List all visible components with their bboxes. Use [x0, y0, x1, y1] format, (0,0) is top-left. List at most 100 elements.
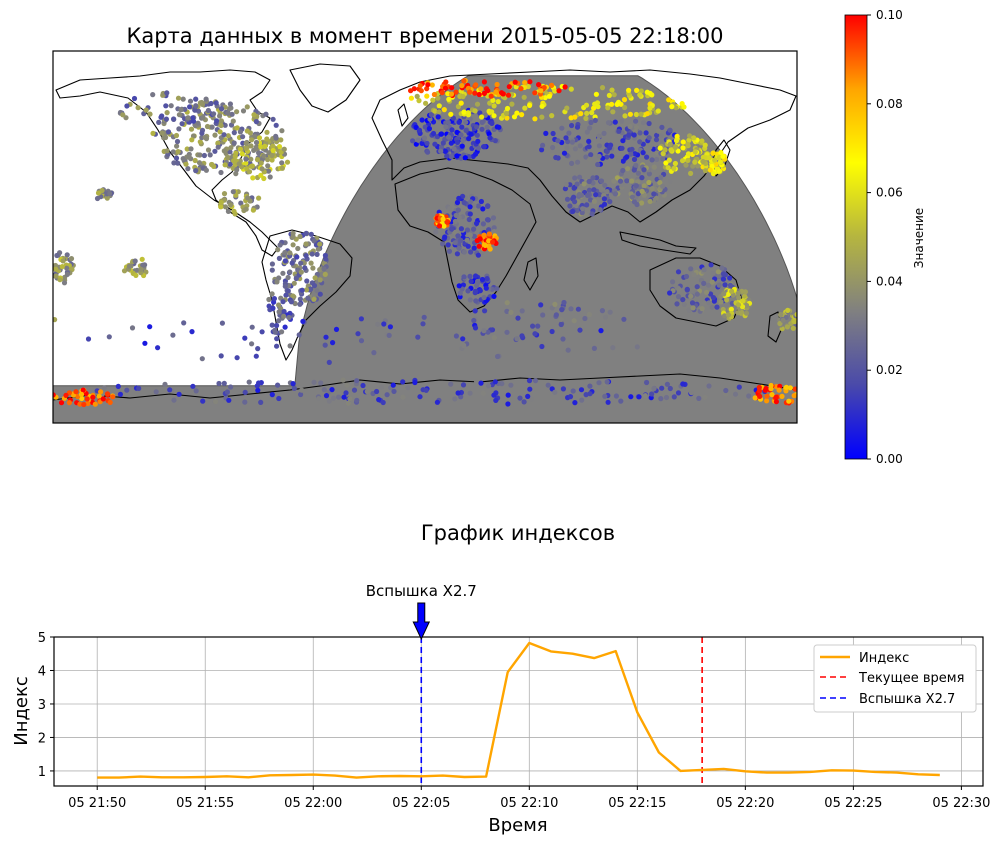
map-point	[595, 137, 602, 143]
colorbar-tick-label: 0.02	[876, 363, 903, 377]
map-point	[164, 110, 170, 116]
map-point	[532, 331, 538, 337]
map-point	[654, 132, 660, 138]
map-point	[670, 279, 676, 285]
map-point	[637, 139, 643, 145]
map-point	[258, 399, 264, 405]
map-point	[64, 252, 70, 258]
y-axis-label: Индекс	[11, 676, 32, 746]
map-point	[458, 226, 464, 232]
map-point	[276, 309, 282, 315]
map-point	[308, 231, 314, 237]
map-point	[444, 153, 450, 159]
map-point	[293, 275, 299, 282]
map-point	[453, 333, 459, 339]
map-point	[209, 124, 215, 130]
map-point	[710, 270, 716, 276]
map-point	[231, 130, 237, 136]
map-point	[263, 111, 269, 117]
map-point	[484, 276, 490, 282]
map-point	[777, 320, 783, 327]
map-point	[667, 127, 673, 133]
map-point	[602, 393, 608, 399]
map-point	[631, 199, 638, 205]
map-point	[654, 156, 660, 163]
map-point	[218, 122, 224, 129]
map-point	[300, 318, 306, 324]
map-point	[699, 306, 705, 312]
map-point	[638, 111, 644, 117]
map-point	[504, 300, 510, 306]
map-point	[225, 208, 231, 214]
map-point	[742, 293, 748, 299]
map-point	[435, 114, 441, 120]
map-point	[644, 154, 650, 160]
map-point	[640, 150, 646, 156]
map-point	[429, 82, 435, 88]
map-point	[706, 300, 712, 306]
map-point	[458, 100, 464, 106]
map-point	[583, 154, 589, 160]
map-point	[491, 293, 497, 299]
map-point	[153, 389, 159, 395]
map-point	[297, 301, 303, 307]
map-point	[358, 316, 364, 322]
map-point	[454, 251, 460, 257]
map-point	[447, 206, 453, 212]
map-point	[227, 202, 234, 208]
map-point	[762, 387, 768, 393]
map-point	[230, 118, 236, 124]
map-point	[706, 383, 712, 389]
coast-madagascar	[523, 257, 539, 291]
map-point	[354, 378, 360, 384]
map-point	[729, 288, 735, 294]
map-point	[259, 166, 265, 172]
map-point	[773, 394, 779, 400]
map-point	[256, 195, 262, 201]
map-point	[322, 252, 328, 259]
map-point	[291, 385, 297, 391]
map-point	[589, 211, 595, 217]
map-point	[304, 278, 310, 284]
map-point	[446, 96, 452, 102]
map-point	[790, 325, 796, 331]
map-point	[607, 145, 613, 151]
map-point	[532, 378, 539, 384]
map-point	[515, 315, 521, 321]
map-point	[566, 130, 572, 136]
map-point	[704, 289, 710, 295]
map-point	[249, 341, 255, 347]
map-point	[354, 397, 360, 403]
map-point	[619, 118, 625, 124]
map-point	[423, 387, 429, 393]
map-point	[224, 389, 230, 395]
map-point	[135, 105, 141, 111]
map-point	[572, 175, 578, 181]
map-point	[475, 280, 481, 286]
map-point	[126, 263, 133, 269]
map-point	[607, 309, 613, 315]
map-point	[228, 384, 234, 390]
y-tick-label: 4	[38, 664, 46, 679]
map-point	[218, 169, 224, 176]
map-point	[702, 142, 708, 148]
map-point	[480, 390, 486, 396]
map-point	[421, 314, 427, 320]
map-point	[448, 91, 455, 97]
map-point	[715, 269, 722, 275]
map-point	[419, 140, 425, 146]
map-point	[695, 163, 701, 169]
map-point	[483, 285, 489, 291]
map-point	[168, 103, 174, 109]
map-point	[577, 143, 583, 149]
map-point	[421, 135, 428, 141]
map-point	[791, 319, 797, 325]
map-point	[466, 136, 472, 142]
map-point	[387, 324, 393, 330]
map-point	[433, 229, 439, 235]
map-point	[680, 381, 686, 387]
map-point	[64, 271, 70, 277]
map-point	[671, 165, 677, 172]
map-point	[155, 345, 161, 351]
map-point	[485, 203, 491, 209]
